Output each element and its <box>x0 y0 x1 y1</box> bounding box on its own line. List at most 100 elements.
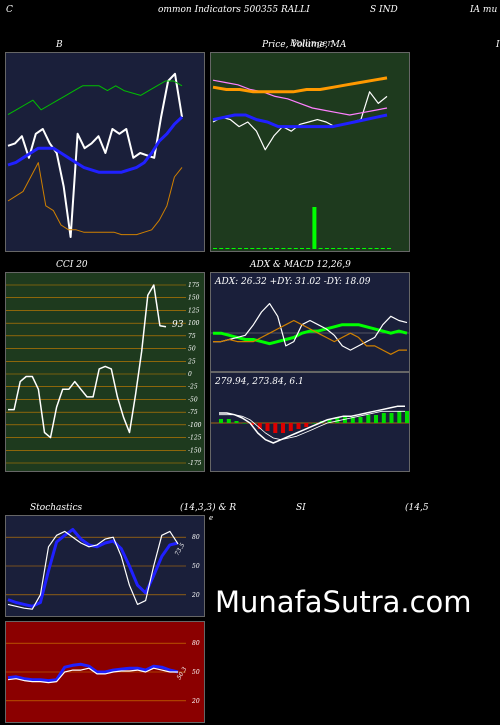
macd-readout: 279.94, 273.84, 6.1 <box>215 377 304 387</box>
macd-histogram-bar <box>381 413 386 423</box>
adx-line-minus-dy <box>213 319 407 355</box>
stoch-extra: e <box>209 514 214 522</box>
macd-histogram-bar <box>265 423 270 431</box>
rsi-panel: 80 50 20 50.3 <box>5 621 205 723</box>
price-panel <box>210 52 410 252</box>
macd-histogram-bar <box>397 411 402 423</box>
volume-bar <box>256 248 261 249</box>
adx-line-adx <box>213 323 408 346</box>
volume-bar <box>275 248 280 249</box>
volume-bar <box>387 248 391 249</box>
header-right: IA mu <box>470 5 498 15</box>
cci-tick-label: -175 <box>188 460 202 467</box>
volume-bar <box>287 248 292 249</box>
macd-histogram-bar <box>405 411 409 423</box>
adx-readout: ADX: 26.32 +DY: 31.02 -DY: 18.09 <box>215 277 371 287</box>
cci-panel: 175 150 125 100 75 50 25 0 -25 -50 -75 -100 -125 -150… <box>5 272 205 472</box>
rsi-tick-label: 50 <box>192 669 200 676</box>
bb-chart <box>7 72 184 238</box>
cci-line <box>8 284 167 439</box>
volume-bar <box>281 248 286 249</box>
stoch-tick-label: 50 <box>192 563 200 570</box>
bb-series-line-0 <box>7 72 183 238</box>
bb-series-line-3 <box>7 162 183 236</box>
macd-histogram-bar <box>343 417 347 423</box>
macd-histogram-bar <box>250 423 254 425</box>
stoch-params: (14,3,3) & R <box>180 503 237 513</box>
volume-bar <box>213 248 217 249</box>
adx-chart <box>211 303 409 355</box>
macd-histogram-bar <box>389 413 394 423</box>
cci-tick-label: 0 <box>188 371 192 378</box>
bb-series-line-2 <box>7 80 183 116</box>
cci-chart: 175 150 125 100 75 50 25 0 -25 -50 -75 -100 -125 -150… <box>6 282 202 467</box>
volume-bar <box>337 248 342 249</box>
volume-bar <box>300 248 304 249</box>
cci-tick-label: 175 <box>188 282 200 289</box>
stoch-title: Stochastics <box>30 503 83 513</box>
cci-tick-label: 125 <box>188 307 200 314</box>
macd-signal-line <box>219 410 405 441</box>
volume-bar <box>306 248 311 249</box>
volume-bar <box>225 248 230 249</box>
macd-chart <box>211 405 409 444</box>
cci-tick-label: -150 <box>188 447 202 454</box>
cci-tick-label: 50 <box>188 346 196 353</box>
volume-bar <box>219 248 224 249</box>
price-series-line-1 <box>212 113 388 129</box>
cci-tick-label: -75 <box>188 409 198 416</box>
macd-panel: 279.94, 273.84, 6.1 <box>210 372 410 472</box>
watermark: MunafaSutra.com <box>215 585 472 619</box>
macd-histogram-bar <box>374 415 378 423</box>
macd-histogram-bar <box>219 419 223 423</box>
macd-histogram-bar <box>257 423 262 429</box>
volume-bar <box>250 248 255 249</box>
price-chart <box>212 76 391 249</box>
stoch-line-1 <box>7 530 179 610</box>
rsi-tick-label: 20 <box>191 698 200 705</box>
cci-tick-label: -125 <box>188 435 202 442</box>
chart-title: ommon Indicators 500355 RALLI <box>158 5 310 15</box>
volume-bar <box>293 248 298 249</box>
volume-bar <box>331 248 336 249</box>
macd-histogram-bar <box>226 419 231 423</box>
macd-line <box>219 405 405 444</box>
volume-bar <box>268 248 273 249</box>
rsi-value-label: 50.3 <box>176 666 189 681</box>
bb-series-line-1 <box>7 115 184 174</box>
price-series-line-2 <box>212 79 388 116</box>
stoch-tick-label: 80 <box>192 534 200 541</box>
macd-histogram-bar <box>358 417 363 423</box>
cci-tick-label: 25 <box>187 358 196 365</box>
volume-bar <box>318 248 323 249</box>
volume-bar <box>237 248 242 249</box>
volume-bar <box>368 248 373 249</box>
cci-title: CCI 20 <box>56 260 88 270</box>
macd-histogram-bar <box>288 423 293 431</box>
cci-tick-label: -100 <box>188 422 202 429</box>
volume-bar <box>343 248 348 249</box>
rsi-line-0 <box>7 662 179 683</box>
macd-histogram-bar <box>350 417 355 423</box>
cci-tick-label: 100 <box>188 320 200 327</box>
adx-line-plusminus-dy <box>213 303 408 351</box>
volume-bar <box>312 207 317 249</box>
volume-bar <box>380 248 385 249</box>
bb-panel <box>5 52 205 252</box>
volume-bar <box>362 248 367 249</box>
price-title: Price, Volume, MA <box>262 40 347 50</box>
rsi-label: SI <box>296 503 306 513</box>
macd-histogram-bar <box>281 423 285 433</box>
bb-title: B <box>56 40 63 50</box>
cci-tick-label: -25 <box>188 384 198 391</box>
volume-bar <box>355 248 360 249</box>
adx-panel: ADX: 26.32 +DY: 31.02 -DY: 18.09 <box>210 272 410 372</box>
macd-histogram-bar <box>296 423 301 429</box>
macd-histogram-bar <box>366 415 371 423</box>
volume-bar <box>374 248 379 249</box>
rsi-tick-label: 80 <box>192 640 200 647</box>
volume-bar <box>231 248 236 249</box>
rsi-line-1 <box>7 667 178 684</box>
macd-histogram-bar <box>335 417 340 423</box>
macd-histogram-bar <box>234 421 239 423</box>
